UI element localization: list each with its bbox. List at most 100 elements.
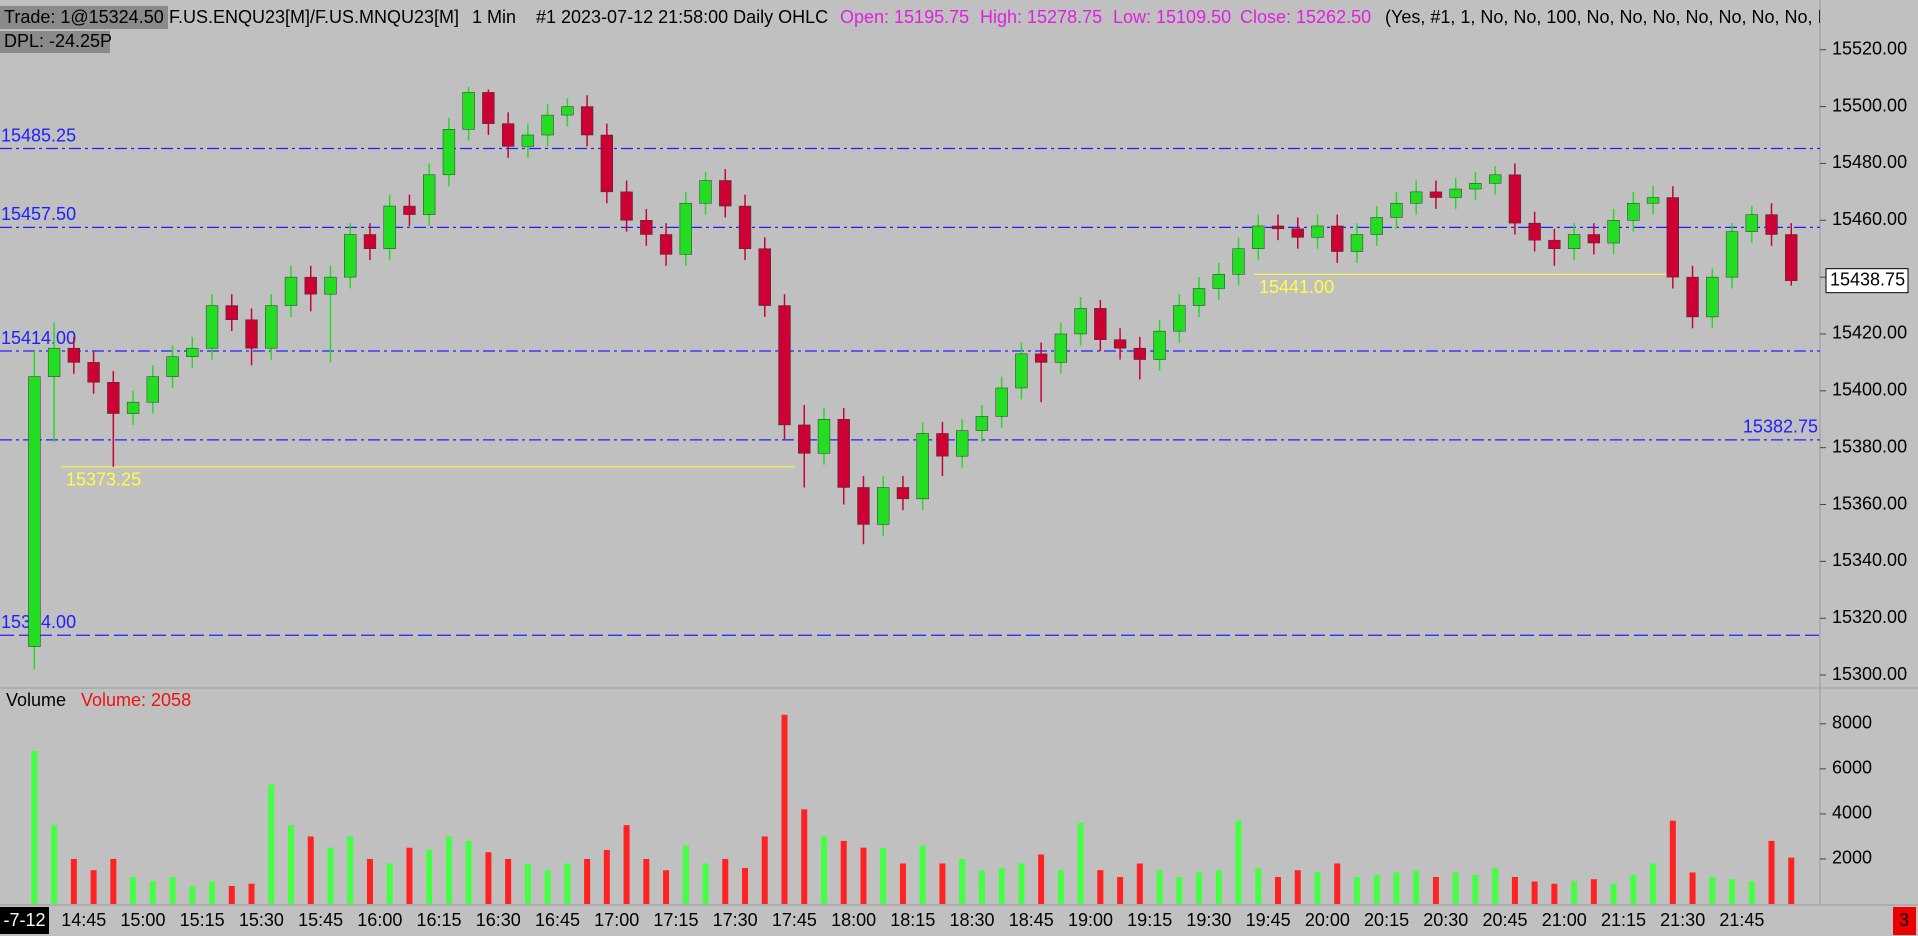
candle-body: [1548, 239, 1561, 249]
y-tick-label: 6000: [1832, 758, 1872, 778]
dpl-box: [0, 31, 110, 53]
candle-body: [403, 205, 416, 215]
volume-bar: [1314, 872, 1321, 904]
candle-body: [719, 180, 732, 207]
x-tick-label: 16:30: [476, 910, 521, 930]
candle-body: [1370, 217, 1383, 235]
volume-bar: [860, 847, 867, 904]
volume-bar: [1235, 820, 1242, 904]
volume-bar: [1650, 863, 1657, 904]
volume-bar: [1373, 874, 1380, 904]
volume-bar: [445, 836, 452, 904]
y-tick-label: 15420.00: [1832, 323, 1907, 343]
x-tick-label: 16:15: [417, 910, 462, 930]
candle-body: [225, 305, 238, 321]
candle-body: [186, 347, 199, 357]
y-tick-label: 8000: [1832, 713, 1872, 733]
candle-body: [1410, 191, 1423, 204]
candle-body: [1567, 234, 1581, 249]
volume-bar: [524, 863, 531, 904]
x-tick-label: 20:30: [1423, 910, 1468, 930]
candle-body: [1429, 191, 1443, 198]
volume-legend: Volume: 2058: [81, 690, 191, 710]
candle-body: [1212, 274, 1225, 289]
candle-body: [265, 305, 278, 349]
level-label: 15414.00: [1, 328, 76, 348]
volume-bar: [327, 847, 334, 904]
candle-body: [1094, 308, 1107, 340]
volume-bar: [189, 885, 196, 904]
candle-body: [620, 191, 633, 221]
volume-bar: [1334, 863, 1341, 904]
x-tick-label: 21:30: [1660, 910, 1705, 930]
x-tick-label: 20:45: [1483, 910, 1528, 930]
candle-body: [837, 418, 850, 488]
candle-body: [659, 234, 673, 255]
volume-bar: [840, 840, 847, 904]
volume-bar: [702, 863, 709, 904]
volume-bar: [1472, 874, 1479, 904]
volume-bar: [1689, 872, 1696, 904]
volume-bar: [1748, 881, 1755, 904]
y-tick-label: 2000: [1832, 848, 1872, 868]
candle-body: [442, 129, 456, 176]
candle-body: [1627, 202, 1640, 221]
highlight-label: 15373.25: [66, 470, 141, 490]
candle-body: [1469, 183, 1482, 190]
candle-body: [521, 134, 535, 147]
candle-body: [383, 205, 396, 249]
candle-body: [975, 416, 989, 431]
volume-bar: [899, 863, 906, 904]
candle-body: [462, 92, 475, 130]
bar-info: #1 2023-07-12 21:58:00 Daily OHLC: [536, 7, 828, 27]
x-tick-label: 18:15: [890, 910, 935, 930]
highlight-label: 15441.00: [1259, 277, 1334, 297]
candle-body: [1350, 234, 1364, 252]
volume-bar: [1097, 870, 1104, 904]
volume-bar: [347, 836, 354, 904]
y-tick-label: 15340.00: [1832, 550, 1907, 570]
volume-bar: [1077, 822, 1084, 904]
volume-bar: [1590, 879, 1597, 904]
volume-bar: [801, 809, 808, 904]
volume-bar: [880, 847, 887, 904]
volume-bar: [1669, 820, 1676, 904]
candle-body: [1074, 308, 1087, 335]
volume-bar: [564, 863, 571, 904]
daily-high: High: 15278.75: [980, 7, 1102, 27]
candle-body: [1785, 234, 1798, 281]
volume-bar: [663, 870, 670, 904]
volume-bar: [1215, 870, 1222, 904]
volume-bar: [1432, 876, 1439, 904]
volume-bar: [1196, 872, 1203, 904]
level-label: 15485.25: [1, 125, 76, 145]
volume-bar: [1413, 870, 1420, 904]
y-tick-label: 15320.00: [1832, 607, 1907, 627]
candle-body: [28, 376, 41, 647]
x-tick-label: 14:45: [61, 910, 106, 930]
volume-bar: [682, 845, 689, 904]
volume-bar: [268, 784, 275, 904]
volume-bar: [1275, 876, 1282, 904]
x-tick-label: 21:00: [1542, 910, 1587, 930]
volume-bar: [761, 836, 768, 904]
x-tick-label: 20:00: [1305, 910, 1350, 930]
level-label: 15382.75: [1743, 417, 1818, 437]
x-tick-label: 18:00: [831, 910, 876, 930]
candle-body: [1488, 174, 1502, 184]
volume-bar: [1571, 881, 1578, 904]
candle-body: [936, 433, 949, 457]
x-tick-label: 19:30: [1186, 910, 1231, 930]
candle-body: [1113, 339, 1127, 349]
candle-body: [1607, 220, 1620, 244]
candle-body: [600, 134, 614, 193]
volume-bar: [1393, 872, 1400, 904]
candle-body: [1054, 333, 1068, 363]
volume-bar: [209, 881, 216, 904]
volume-bar: [1788, 857, 1795, 904]
candle-body: [482, 92, 495, 124]
volume-bar: [1492, 867, 1499, 904]
candle-body: [126, 401, 140, 414]
candle-body: [363, 234, 377, 249]
